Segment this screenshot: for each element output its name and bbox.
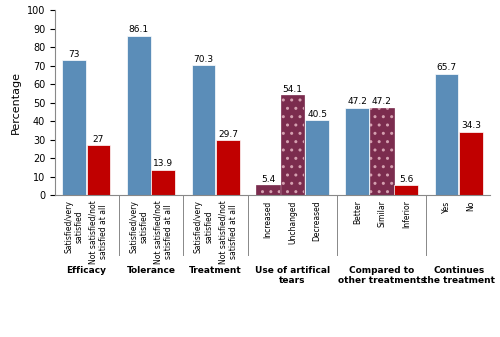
Text: Efficacy: Efficacy (66, 266, 106, 275)
Bar (86, 146, 110, 195)
Text: 13.9: 13.9 (153, 159, 174, 168)
Bar (152, 170, 175, 195)
Bar (280, 95, 304, 195)
Text: 65.7: 65.7 (436, 63, 456, 72)
Text: Continues
the treatment: Continues the treatment (422, 266, 494, 285)
Text: 47.2: 47.2 (372, 97, 392, 106)
Bar (305, 120, 329, 195)
Y-axis label: Percentage: Percentage (12, 71, 22, 134)
Text: 70.3: 70.3 (194, 55, 214, 64)
Bar (192, 65, 216, 195)
Text: 40.5: 40.5 (307, 110, 327, 119)
Text: 5.4: 5.4 (261, 175, 275, 184)
Bar (256, 185, 280, 195)
Bar (256, 185, 280, 195)
Bar (370, 108, 394, 195)
Text: 47.2: 47.2 (348, 97, 367, 106)
Bar (459, 132, 483, 195)
Text: 5.6: 5.6 (399, 175, 413, 184)
Text: Use of artifical
tears: Use of artifical tears (255, 266, 330, 285)
Bar (370, 108, 394, 195)
Text: 54.1: 54.1 (282, 85, 302, 94)
Text: Treatment: Treatment (190, 266, 242, 275)
Bar (62, 60, 86, 195)
Text: 29.7: 29.7 (218, 130, 238, 139)
Bar (346, 108, 369, 195)
Bar (280, 95, 304, 195)
Bar (127, 36, 150, 195)
Bar (394, 185, 418, 195)
Text: 86.1: 86.1 (128, 25, 149, 34)
Text: 34.3: 34.3 (461, 121, 481, 130)
Text: 27: 27 (93, 135, 104, 144)
Text: 73: 73 (68, 50, 80, 59)
Bar (216, 141, 240, 195)
Text: Compared to
other treatments: Compared to other treatments (338, 266, 426, 285)
Text: Tolerance: Tolerance (126, 266, 176, 275)
Bar (434, 74, 458, 195)
